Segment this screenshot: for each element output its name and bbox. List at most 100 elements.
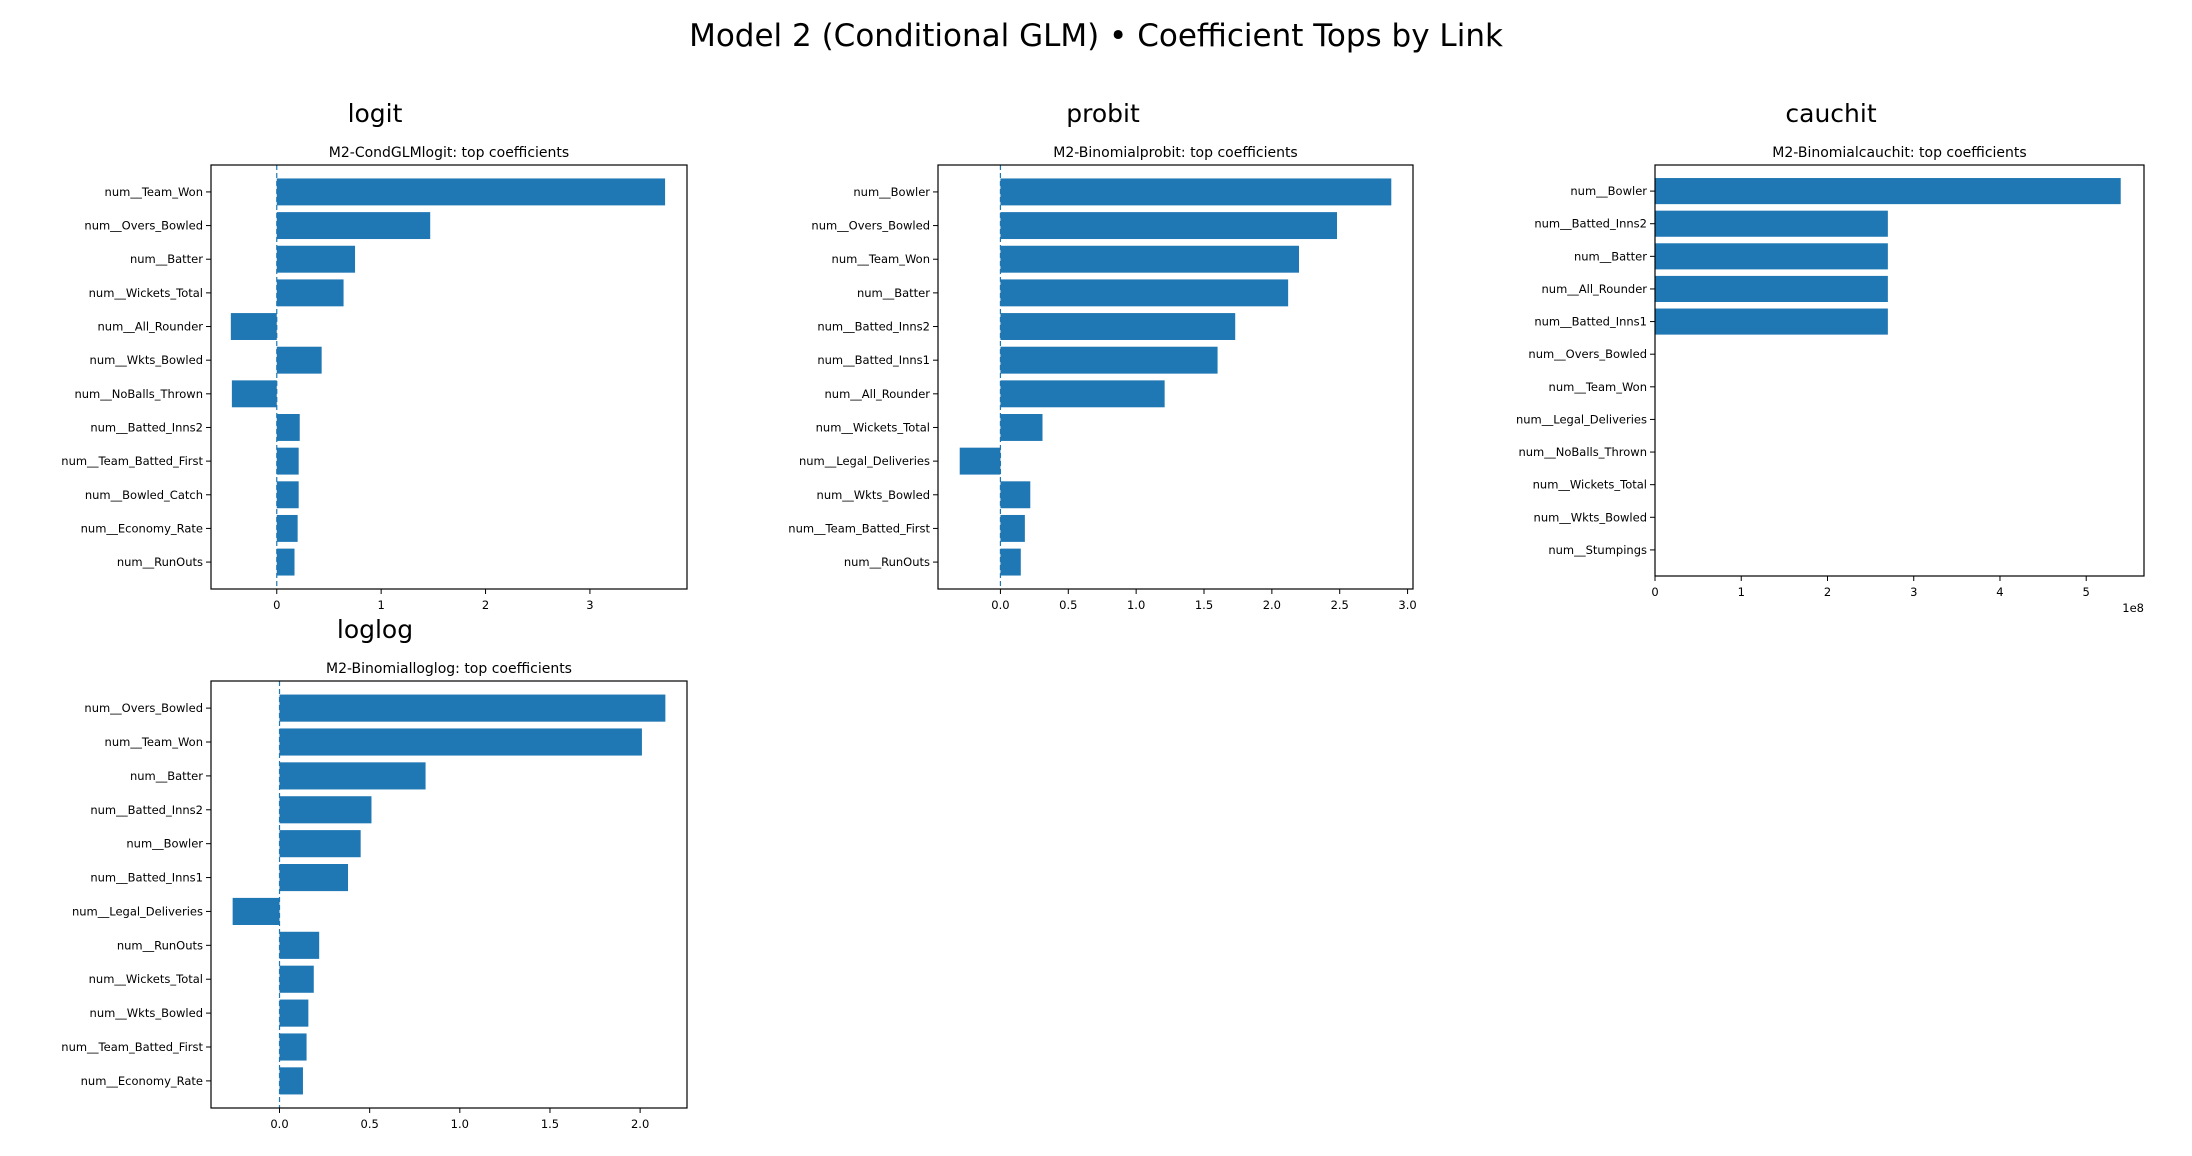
x-tick-label: 0 xyxy=(273,598,280,612)
bar-num__Bowler xyxy=(279,830,361,858)
y-tick-label: num__Batter xyxy=(130,252,203,266)
y-tick-label: num__Wickets_Total xyxy=(816,420,930,434)
bar-num__Team_Won xyxy=(276,178,666,206)
y-tick-label: num__Batted_Inns2 xyxy=(1534,217,1647,231)
y-tick-label: num__RunOuts xyxy=(117,938,203,952)
bar-num__NoBalls_Thrown xyxy=(231,380,277,408)
chart-panel-logit: logit M2-CondGLMlogit: top coefficients nu… xyxy=(61,99,688,612)
y-tick-label: num__Overs_Bowled xyxy=(1528,347,1647,361)
y-tick-label: num__Legal_Deliveries xyxy=(72,904,203,918)
axes-frame xyxy=(937,164,1414,590)
bar-num__Bowled_Catch xyxy=(276,481,299,509)
y-tick-label: num__RunOuts xyxy=(117,555,203,569)
y-tick-label: num__All_Rounder xyxy=(1542,282,1648,296)
bar-num__Wkts_Bowled xyxy=(279,999,309,1027)
x-tick-label: 1.5 xyxy=(1195,598,1213,612)
x-tick-label: 1.0 xyxy=(451,1117,469,1131)
section-label: cauchit xyxy=(1785,99,1876,128)
y-tick-label: num__Wickets_Total xyxy=(1533,478,1647,492)
y-tick-label: num__Batted_Inns1 xyxy=(90,871,203,885)
x-tick-label: 1.0 xyxy=(1127,598,1145,612)
y-tick-label: num__Wickets_Total xyxy=(89,972,203,986)
bar-num__Batted_Inns2 xyxy=(279,796,372,824)
bar-num__RunOuts xyxy=(276,548,295,576)
bar-num__Team_Won xyxy=(279,728,642,756)
section-label: logit xyxy=(348,99,403,128)
y-tick-label: num__Stumpings xyxy=(1548,543,1647,557)
y-tick-label: num__Team_Batted_First xyxy=(788,521,930,535)
bar-num__All_Rounder xyxy=(1655,275,1888,302)
y-tick-label: num__Batted_Inns1 xyxy=(1534,315,1647,329)
bar-num__Bowler xyxy=(1655,178,2121,205)
y-tick-label: num__Team_Won xyxy=(832,252,930,266)
x-tick-label: 2 xyxy=(1824,585,1831,599)
bar-num__Batted_Inns2 xyxy=(1000,313,1236,340)
x-tick-label: 0.5 xyxy=(1059,598,1077,612)
bar-num__Batted_Inns1 xyxy=(279,864,349,892)
bar-num__Wickets_Total xyxy=(276,279,344,307)
bar-num__Batted_Inns1 xyxy=(1655,308,1888,335)
y-tick-label: num__Team_Won xyxy=(105,185,203,199)
x-tick-label: 2.0 xyxy=(1263,598,1281,612)
axes-title: M2-Binomialcauchit: top coefficients xyxy=(1772,145,2026,161)
chart-panel-probit: probit M2-Binomialprobit: top coefficient… xyxy=(788,99,1416,612)
bar-num__Wickets_Total xyxy=(1000,414,1043,441)
y-tick-label: num__Wickets_Total xyxy=(89,286,203,300)
y-tick-label: num__Batter xyxy=(1574,249,1647,263)
y-tick-label: num__Economy_Rate xyxy=(81,521,203,535)
y-tick-label: num__Wkts_Bowled xyxy=(1534,510,1647,524)
x-axis-offset-label: 1e8 xyxy=(2122,601,2144,615)
chart-panel-loglog: loglog M2-Binomialloglog: top coefficient… xyxy=(61,615,688,1131)
axes-frame xyxy=(210,680,688,1109)
y-tick-label: num__Team_Won xyxy=(105,735,203,749)
axes-title: M2-Binomialloglog: top coefficients xyxy=(326,661,572,677)
x-tick-label: 1 xyxy=(1738,585,1745,599)
bar-num__Team_Won xyxy=(1000,245,1299,273)
axes-title: M2-Binomialprobit: top coefficients xyxy=(1053,145,1297,161)
y-tick-label: num__NoBalls_Thrown xyxy=(1518,445,1647,459)
bar-num__RunOuts xyxy=(279,931,320,959)
chart-panel-cauchit: cauchit M2-Binomialcauchit: top coefficie… xyxy=(1516,99,2145,615)
axes-title: M2-CondGLMlogit: top coefficients xyxy=(329,145,569,161)
y-tick-label: num__All_Rounder xyxy=(825,387,931,401)
bar-num__Batter xyxy=(279,762,426,790)
bar-num__Wickets_Total xyxy=(279,965,314,993)
y-tick-label: num__Wkts_Bowled xyxy=(90,1006,203,1020)
y-tick-label: num__Overs_Bowled xyxy=(811,219,930,233)
x-tick-label: 3 xyxy=(586,598,593,612)
y-tick-label: num__Bowled_Catch xyxy=(85,488,203,502)
y-tick-label: num__Overs_Bowled xyxy=(84,701,203,715)
bar-num__Legal_Deliveries xyxy=(959,447,1001,475)
y-tick-label: num__Legal_Deliveries xyxy=(799,454,930,468)
section-label: probit xyxy=(1066,99,1140,128)
x-tick-label: 3.0 xyxy=(1398,598,1416,612)
y-tick-label: num__Bowler xyxy=(126,837,203,851)
x-tick-label: 2.5 xyxy=(1331,598,1349,612)
bar-num__All_Rounder xyxy=(230,313,277,340)
axes-frame xyxy=(1654,164,2145,577)
y-tick-label: num__Batted_Inns2 xyxy=(90,803,203,817)
x-tick-label: 2 xyxy=(482,598,489,612)
bar-num__Overs_Bowled xyxy=(1000,212,1337,240)
y-tick-label: num__All_Rounder xyxy=(98,320,204,334)
bar-num__Batted_Inns1 xyxy=(1000,346,1218,374)
y-tick-label: num__Bowler xyxy=(1570,184,1647,198)
bar-num__Batter xyxy=(1000,279,1289,307)
x-tick-label: 0 xyxy=(1651,585,1658,599)
y-tick-label: num__Batter xyxy=(857,286,930,300)
figure-title: Model 2 (Conditional GLM) • Coefficient … xyxy=(689,18,1503,54)
panels: logit M2-CondGLMlogit: top coefficients nu… xyxy=(61,99,2145,1131)
bar-num__Batted_Inns2 xyxy=(276,414,300,441)
axes-frame xyxy=(210,164,688,590)
bar-num__Legal_Deliveries xyxy=(232,897,280,925)
x-tick-label: 5 xyxy=(2083,585,2090,599)
bar-num__All_Rounder xyxy=(1000,380,1165,408)
bar-num__RunOuts xyxy=(1000,548,1021,576)
y-tick-label: num__Wkts_Bowled xyxy=(90,353,203,367)
y-tick-label: num__Batted_Inns2 xyxy=(817,320,930,334)
x-tick-label: 1.5 xyxy=(541,1117,559,1131)
y-tick-label: num__Batted_Inns2 xyxy=(90,420,203,434)
bar-num__Batter xyxy=(276,245,356,273)
x-tick-label: 4 xyxy=(1996,585,2003,599)
